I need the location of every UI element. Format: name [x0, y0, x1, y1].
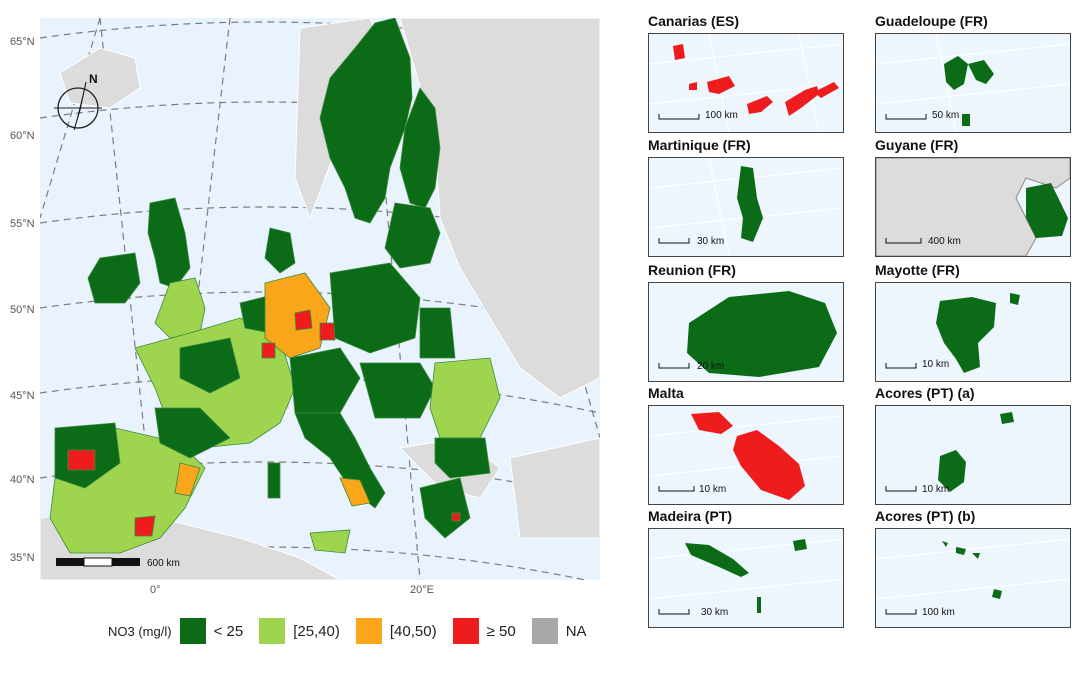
acores-a-map	[885, 412, 1014, 492]
inset-guadeloupe: 50 km	[875, 33, 1071, 133]
inset-martinique: 30 km	[648, 157, 844, 257]
legend-title: NO3 (mg/l)	[108, 623, 172, 639]
inset-scale-martinique: 30 km	[697, 236, 725, 247]
eastern-europe	[359, 357, 501, 539]
legend-label-lt25: < 25	[213, 622, 244, 640]
iberia	[49, 422, 206, 554]
guadeloupe-map	[876, 34, 1070, 132]
scale-label: 600 km	[147, 558, 180, 569]
inset-scale-guadeloupe: 50 km	[932, 110, 960, 121]
reunion-map	[658, 291, 837, 377]
lat-label-40: 40°N	[10, 474, 35, 486]
british-isles	[87, 197, 206, 339]
inset-title-mayotte: Mayotte (FR)	[875, 262, 960, 278]
legend: NO3 (mg/l) < 25 [25,40) [40,50) ≥ 50 NA	[108, 616, 603, 646]
central-europe	[134, 262, 456, 459]
nordic-regions	[264, 18, 441, 274]
legend-swatch-na	[531, 618, 558, 644]
legend-label-ge50: ≥ 50	[486, 622, 516, 640]
inset-acores-a: 10 km	[875, 405, 1071, 505]
inset-scale-acores-a: 10 km	[922, 484, 950, 495]
inset-title-guyane: Guyane (FR)	[875, 137, 959, 153]
legend-swatch-40-50	[355, 618, 382, 644]
canarias-map	[649, 34, 843, 132]
inset-title-guadeloupe: Guadeloupe (FR)	[875, 13, 988, 29]
inset-acores-b: 100 km	[875, 528, 1071, 628]
inset-title-madeira: Madeira (PT)	[648, 508, 733, 524]
lat-label-60: 60°N	[10, 130, 35, 142]
lat-label-50: 50°N	[10, 304, 35, 316]
italy	[267, 412, 386, 554]
inset-canarias: 100 km	[648, 33, 844, 133]
inset-scale-acores-b: 100 km	[922, 607, 955, 618]
inset-scale-malta: 10 km	[699, 484, 727, 495]
martinique-map	[649, 158, 843, 256]
inset-scale-madeira: 30 km	[701, 607, 729, 618]
lat-label-55: 55°N	[10, 218, 35, 230]
inset-title-canarias: Canarias (ES)	[648, 13, 740, 29]
inset-scale-reunion: 20 km	[697, 361, 725, 372]
madeira-map	[649, 538, 843, 615]
inset-scale-canarias: 100 km	[705, 110, 738, 121]
inset-guyane: 400 km	[875, 157, 1071, 257]
north-arrow-icon	[54, 81, 102, 131]
europe-map	[40, 18, 600, 580]
malta-map	[649, 412, 843, 500]
inset-malta: 10 km	[648, 405, 844, 505]
legend-swatch-lt25	[179, 618, 206, 644]
inset-scale-mayotte: 10 km	[922, 359, 950, 370]
legend-label-na: NA	[565, 622, 587, 640]
mayotte-map	[885, 293, 1020, 373]
legend-label-40-50: [40,50)	[389, 622, 437, 640]
inset-title-malta: Malta	[648, 385, 684, 401]
inset-title-martinique: Martinique (FR)	[648, 137, 751, 153]
legend-swatch-ge50	[452, 618, 479, 644]
lon-label-20e: 20°E	[410, 584, 434, 596]
lon-label-0: 0°	[150, 584, 161, 596]
guyane-map	[876, 158, 1070, 256]
acores-b-map	[876, 538, 1070, 615]
inset-title-reunion: Reunion (FR)	[648, 262, 736, 278]
lat-label-35: 35°N	[10, 552, 35, 564]
inset-title-acores-a: Acores (PT) (a)	[875, 385, 975, 401]
scale-bar	[56, 557, 140, 567]
lat-label-45: 45°N	[10, 390, 35, 402]
north-label: N	[89, 72, 98, 86]
inset-reunion: 20 km	[648, 282, 844, 382]
legend-label-25-40: [25,40)	[293, 622, 340, 640]
inset-mayotte: 10 km	[875, 282, 1071, 382]
legend-swatch-25-40	[259, 618, 286, 644]
inset-madeira: 30 km	[648, 528, 844, 628]
europe-map-canvas	[40, 18, 600, 580]
lat-label-65: 65°N	[10, 36, 35, 48]
inset-scale-guyane: 400 km	[928, 236, 961, 247]
inset-title-acores-b: Acores (PT) (b)	[875, 508, 976, 524]
